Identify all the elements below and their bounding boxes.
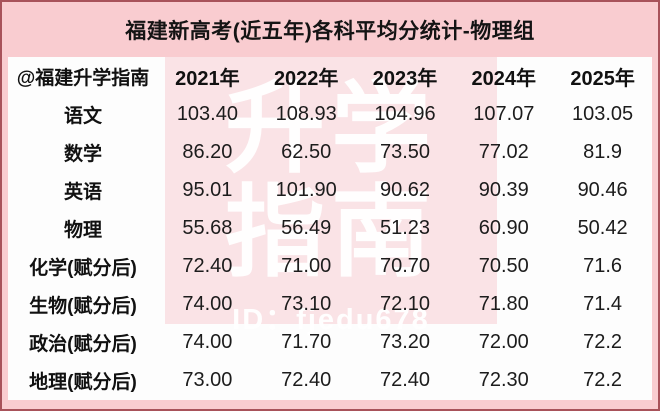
row-label-politics: 政治(赋分后) (29, 334, 137, 356)
score-cell: 72.30 (478, 369, 529, 392)
watermark-text-line2: 指南 (225, 177, 437, 289)
score-cell: 95.01 (182, 178, 233, 201)
score-cell: 73.10 (281, 293, 332, 316)
score-cell: 77.02 (478, 140, 529, 163)
score-cell: 72.40 (182, 255, 233, 278)
score-cell: 108.93 (275, 102, 337, 125)
score-cell: 72.40 (281, 369, 332, 392)
row-label-physics: 物理 (63, 219, 102, 241)
score-cell: 71.4 (583, 293, 623, 316)
score-cell: 90.46 (577, 178, 628, 201)
score-cell: 103.05 (572, 102, 634, 125)
score-cell: 50.42 (577, 216, 628, 239)
score-cell: 74.00 (182, 331, 233, 354)
watermark-text-line1: 升学 (225, 73, 437, 185)
score-cell: 71.80 (478, 293, 529, 316)
row-label-math: 数学 (63, 143, 102, 165)
row-label-chemistry: 化学(赋分后) (29, 258, 137, 280)
score-cell: 71.00 (281, 255, 332, 278)
score-cell: 101.90 (275, 178, 337, 201)
score-cell: 104.96 (374, 102, 436, 125)
score-cell: 72.2 (583, 331, 623, 354)
column-header-2025: 2025年 (570, 67, 635, 90)
score-cell: 60.90 (478, 216, 529, 239)
score-cell: 81.9 (583, 140, 623, 163)
score-cell: 73.50 (379, 140, 431, 163)
score-cell: 55.68 (182, 216, 233, 239)
score-cell: 107.07 (473, 102, 535, 125)
table-corner-label: @福建升学指南 (16, 67, 150, 89)
table-card: 升学 指南 ID：fjedu678 @福建升学指南 2021年 2022年 20… (8, 57, 652, 400)
score-cell: 70.50 (478, 255, 529, 278)
row-label-geography: 地理(赋分后) (29, 372, 137, 394)
page-title: 福建新高考(近五年)各科平均分统计-物理组 (125, 20, 535, 43)
column-header-2022: 2022年 (273, 67, 339, 90)
score-cell: 72.10 (379, 293, 431, 316)
column-header-2024: 2024年 (471, 67, 537, 90)
score-cell: 103.40 (176, 102, 238, 125)
row-label-chinese: 语文 (63, 105, 102, 127)
score-cell: 71.6 (583, 255, 623, 278)
score-cell: 56.49 (281, 216, 332, 239)
row-label-english: 英语 (63, 181, 102, 203)
scores-table: @福建升学指南 2021年 2022年 2023年 2024年 2025年 语文… (8, 57, 652, 400)
column-header-2021: 2021年 (175, 67, 240, 90)
watermark-block: 升学 指南 ID：fjedu678 (165, 57, 497, 336)
row-label-biology: 生物(赋分后) (29, 296, 137, 318)
column-header-2023: 2023年 (372, 67, 438, 90)
score-cell: 74.00 (182, 293, 233, 316)
score-cell: 72.40 (379, 369, 431, 392)
score-cell: 86.20 (182, 140, 233, 163)
score-cell: 72.2 (583, 369, 623, 392)
score-cell: 73.00 (182, 369, 233, 392)
score-cell: 73.20 (379, 331, 431, 354)
score-cell: 71.70 (281, 331, 332, 354)
watermark-id-text: ID：fjedu678 (232, 304, 430, 336)
score-cell: 62.50 (281, 140, 332, 163)
score-cell: 72.00 (478, 331, 529, 354)
score-cell: 90.39 (478, 178, 529, 201)
score-cell: 90.62 (379, 178, 431, 201)
score-cell: 51.23 (379, 216, 431, 239)
score-cell: 70.70 (379, 255, 431, 278)
